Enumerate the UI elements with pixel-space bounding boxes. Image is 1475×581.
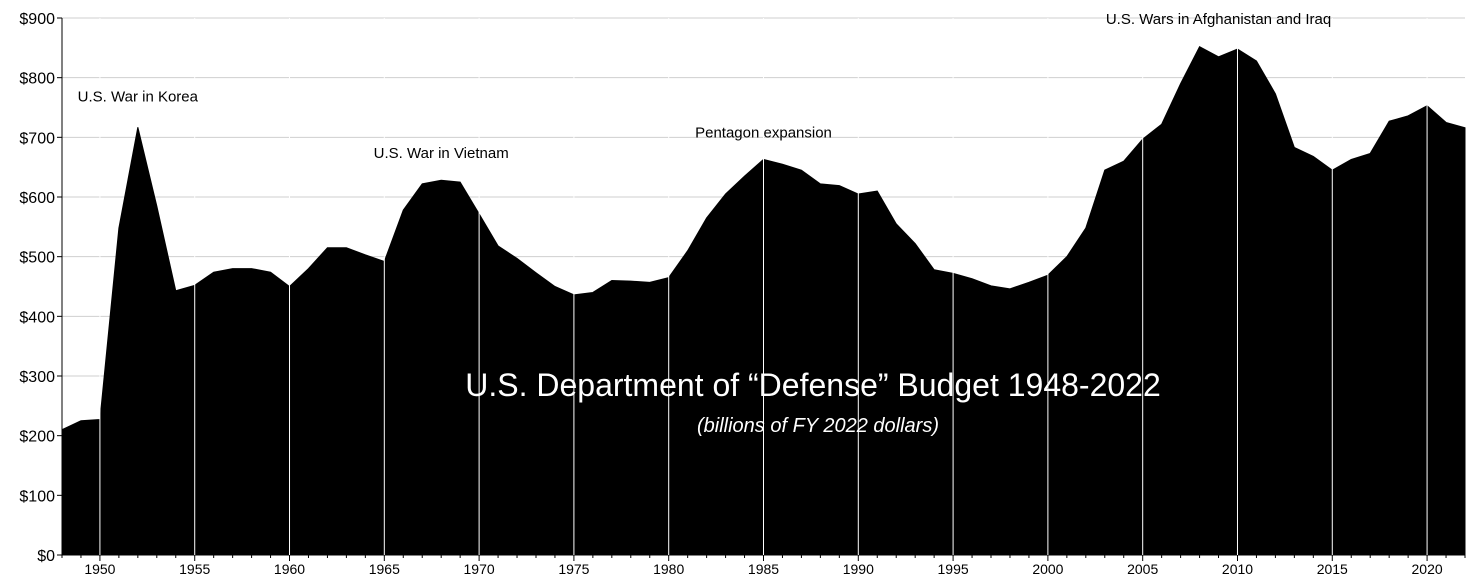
y-tick-label: $800 bbox=[19, 71, 55, 88]
chart-subtitle: (billions of FY 2022 dollars) bbox=[697, 415, 939, 437]
x-tick-label: 1950 bbox=[84, 561, 115, 576]
x-tick-label: 2015 bbox=[1317, 561, 1348, 576]
x-tick-label: 1990 bbox=[843, 561, 874, 576]
x-tick-label: 2005 bbox=[1127, 561, 1158, 576]
x-tick-label: 1980 bbox=[653, 561, 684, 576]
x-tick-label: 2000 bbox=[1032, 561, 1063, 576]
x-tick-label: 2020 bbox=[1412, 561, 1443, 576]
y-tick-label: $700 bbox=[19, 130, 55, 147]
annotations-layer: U.S. War in Korea U.S. War in Vietnam Pent… bbox=[78, 11, 1332, 162]
y-tick-label: $600 bbox=[19, 190, 55, 207]
y-tick-label: $200 bbox=[19, 429, 55, 446]
chart-title: U.S. Department of “Defense” Budget 1948… bbox=[465, 367, 1161, 403]
y-tick-label: $100 bbox=[19, 488, 55, 505]
y-tick-label: $400 bbox=[19, 309, 55, 326]
x-tick-label: 1970 bbox=[464, 561, 495, 576]
annotation-label: U.S. War in Korea bbox=[78, 89, 199, 106]
y-tick-label: $500 bbox=[19, 250, 55, 267]
annotation-label: Pentagon expansion bbox=[695, 124, 832, 141]
y-tick-label: $300 bbox=[19, 369, 55, 386]
annotation-label: U.S. Wars in Afghanistan and Iraq bbox=[1106, 11, 1331, 28]
x-tick-label: 1965 bbox=[369, 561, 400, 576]
x-tick-label: 1960 bbox=[274, 561, 305, 576]
annotation-label: U.S. War in Vietnam bbox=[374, 145, 509, 162]
x-tick-label: 1975 bbox=[558, 561, 589, 576]
x-tick-label: 2010 bbox=[1222, 561, 1253, 576]
y-tick-label: $0 bbox=[37, 548, 55, 565]
y-tick-label: $900 bbox=[19, 11, 55, 28]
gridlines-layer bbox=[99, 18, 1428, 555]
x-tick-label: 1995 bbox=[938, 561, 969, 576]
x-tick-label: 1985 bbox=[748, 561, 779, 576]
x-tick-label: 1955 bbox=[179, 561, 210, 576]
